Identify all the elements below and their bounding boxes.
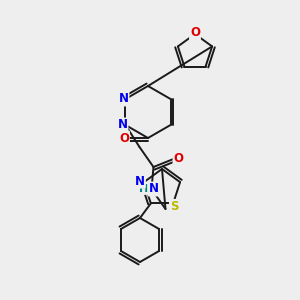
Text: N: N	[118, 118, 128, 131]
Text: H: H	[139, 184, 148, 194]
Text: N: N	[118, 92, 128, 106]
Text: O: O	[173, 152, 184, 166]
Text: O: O	[190, 26, 200, 40]
Text: N: N	[135, 175, 145, 188]
Text: O: O	[119, 131, 129, 145]
Text: N: N	[148, 182, 158, 196]
Text: S: S	[170, 200, 178, 213]
